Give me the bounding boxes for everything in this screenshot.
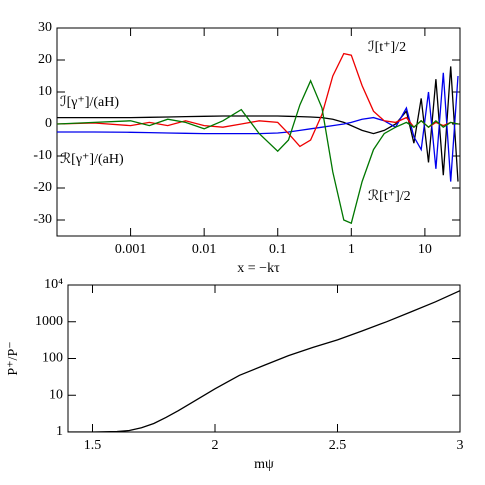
series-label: ℛ[t⁺]/2 [368, 189, 411, 204]
series-line [57, 79, 459, 225]
series-line [57, 66, 459, 182]
plot-frame [67, 284, 461, 433]
x-tick-label: 0.1 [269, 242, 287, 257]
x-tick-label: 3 [457, 438, 464, 453]
y-tick-label: 1000 [35, 314, 63, 329]
y-tick-label: 10 [38, 84, 52, 99]
y-tick-label: 1 [56, 424, 63, 439]
y-axis-label: P⁺/P⁻ [6, 341, 21, 375]
x-tick-label: 1 [348, 242, 355, 257]
y-tick-label: -30 [33, 212, 52, 227]
x-tick-label: 0.01 [192, 242, 217, 257]
x-tick-label: 1.5 [84, 438, 102, 453]
series-label: ℐ[t⁺]/2 [368, 40, 406, 55]
x-tick-label: 10 [418, 242, 432, 257]
x-axis-label: mψ [254, 457, 274, 472]
series-line [57, 72, 459, 182]
y-tick-label: 100 [42, 351, 63, 366]
y-tick-label: 10 [49, 387, 63, 402]
x-tick-label: 2 [212, 438, 219, 453]
y-tick-label: 30 [38, 20, 52, 35]
series-label: ℛ[γ⁺]/(aH) [60, 152, 124, 167]
y-tick-label: 0 [45, 116, 52, 131]
data-line [68, 290, 460, 432]
y-tick-label: 10⁴ [44, 277, 63, 292]
series-label: ℐ[γ⁺]/(aH) [60, 95, 119, 110]
y-tick-label: -10 [33, 148, 52, 163]
x-axis-label: x = −kτ [237, 261, 280, 276]
y-tick-label: 20 [38, 52, 52, 67]
x-tick-label: 2.5 [329, 438, 347, 453]
y-tick-label: -20 [33, 180, 52, 195]
x-tick-label: 0.001 [115, 242, 147, 257]
